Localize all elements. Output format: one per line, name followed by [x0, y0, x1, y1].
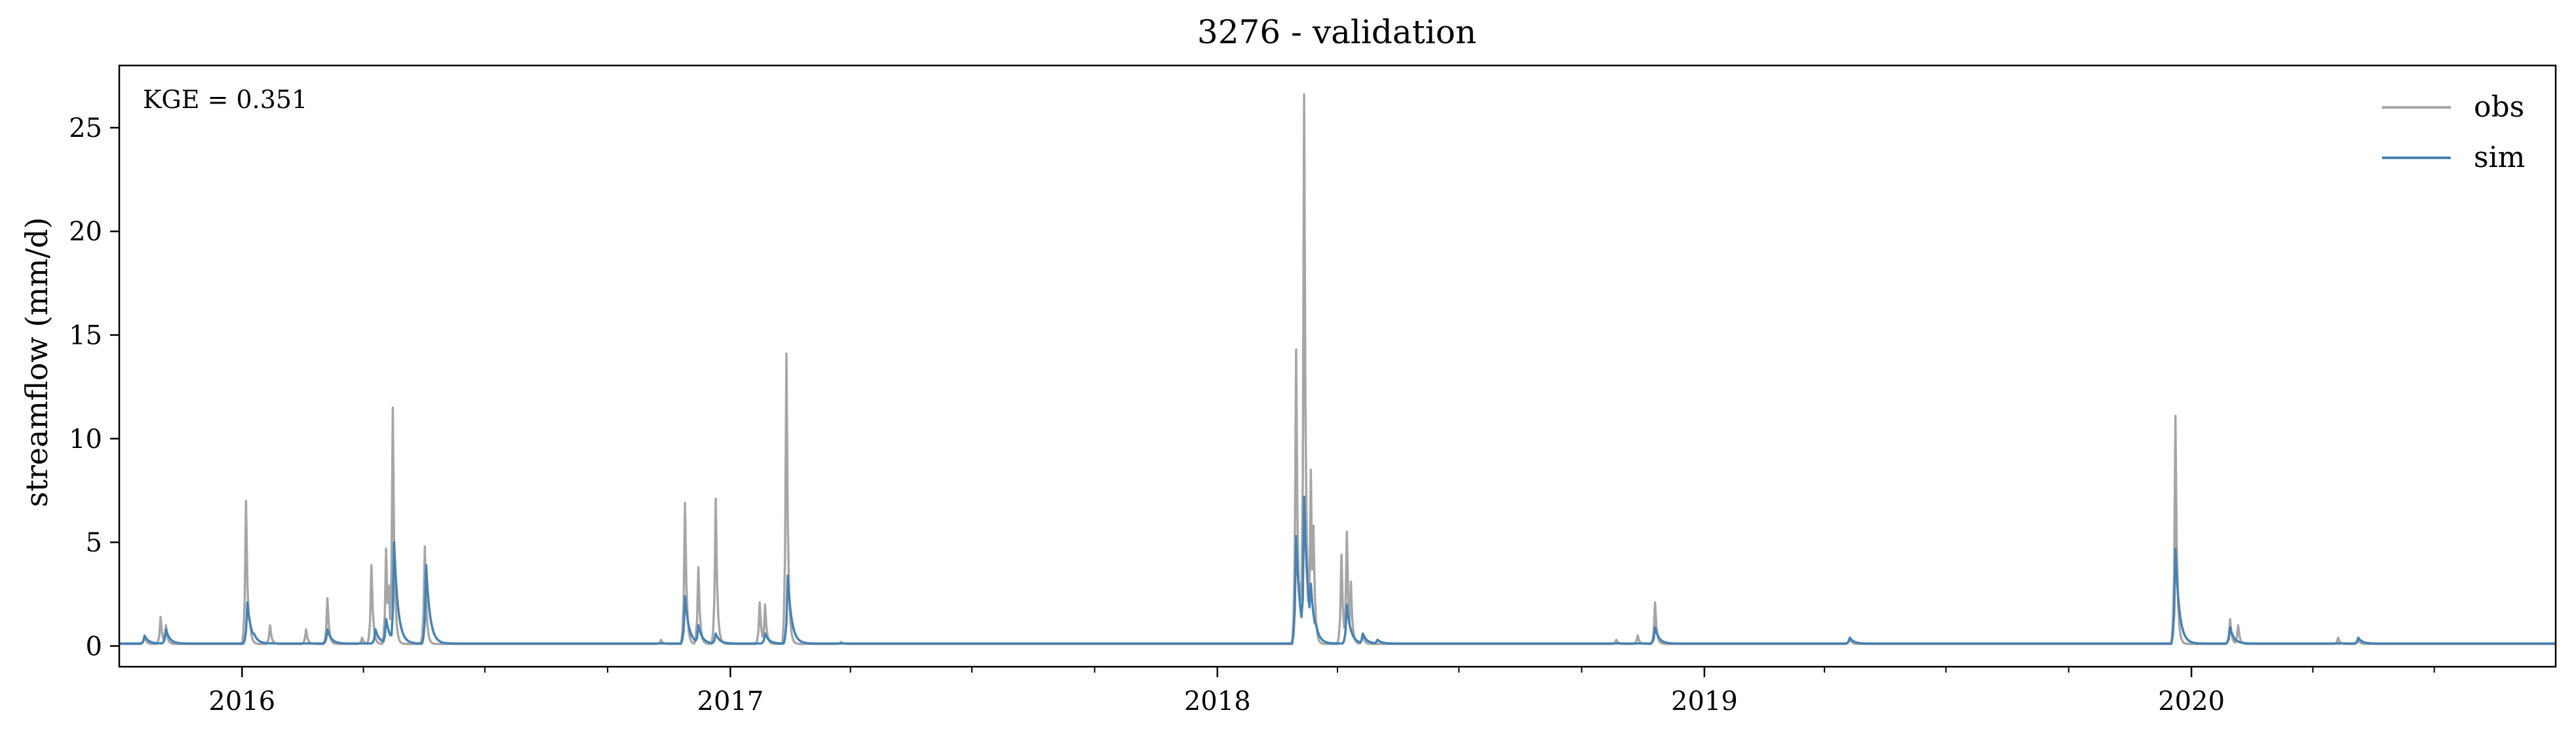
legend: obs sim	[2382, 90, 2525, 174]
y-tick-label: 10	[69, 424, 102, 455]
legend-sim-label: sim	[2474, 141, 2525, 174]
x-tick-label: 2020	[2158, 686, 2225, 716]
y-tick-label: 0	[86, 631, 102, 661]
y-tick-label: 15	[69, 321, 102, 351]
y-axis-label: streamflow (mm/d)	[19, 217, 54, 508]
plot-area	[119, 93, 2556, 645]
kge-annotation: KGE = 0.351	[143, 85, 307, 114]
chart-title: 3276 - validation	[1197, 13, 1476, 51]
x-tick-label: 2017	[697, 686, 764, 716]
x-tick-label: 2016	[208, 686, 275, 716]
series-sim-line	[119, 495, 2556, 645]
x-tick-label: 2019	[1671, 686, 1738, 716]
y-tick-label: 20	[69, 217, 102, 247]
series-obs-line	[119, 93, 2556, 645]
plot-frame	[118, 64, 2557, 668]
y-tick-label: 25	[69, 113, 102, 143]
x-tick-label: 2018	[1184, 686, 1251, 716]
legend-obs-label: obs	[2474, 90, 2524, 124]
y-tick-label: 5	[86, 528, 102, 558]
